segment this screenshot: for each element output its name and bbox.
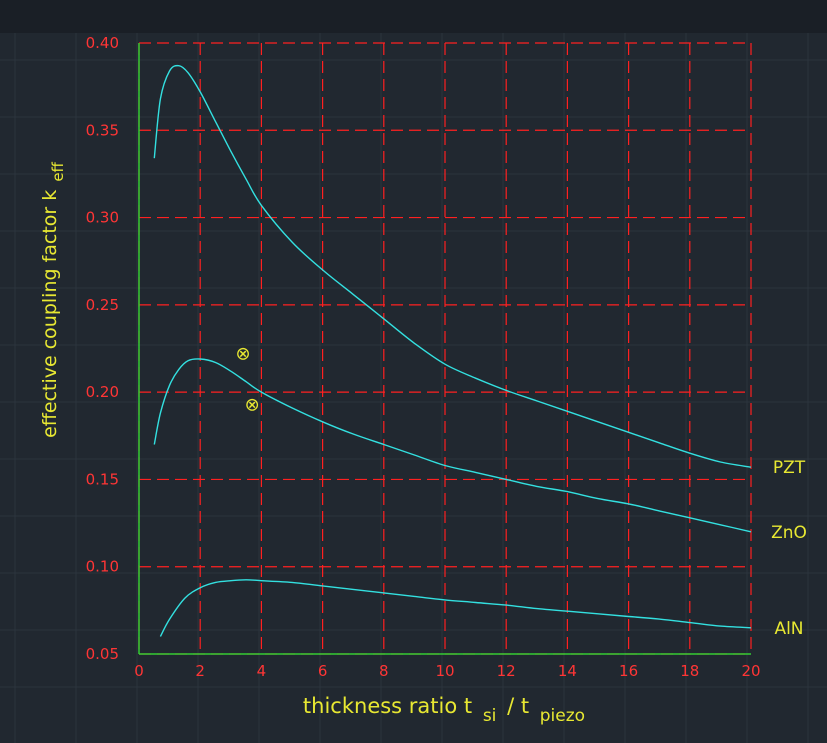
series-label-zno: ZnO — [771, 523, 807, 543]
series-labels: PZT ZnO AlN — [771, 458, 807, 639]
marker-circle-cross: ⊗ — [235, 344, 250, 365]
x-axis-title: thickness ratio t si / t piezo — [303, 694, 585, 726]
y-axis-title-main: effective coupling factor k — [39, 190, 61, 438]
tick-labels: 0 2 4 6 8 10 12 14 16 18 20 0.05 0.10 0.15 0.20 0.25 0.3… — [86, 34, 761, 680]
x-tick-label: 2 — [195, 662, 205, 680]
x-axis-title-sub1: si — [483, 706, 497, 726]
markers: ⊗⊗ — [235, 344, 259, 416]
y-tick-label: 0.40 — [86, 34, 119, 52]
x-tick-label: 18 — [680, 662, 699, 680]
series-label-aln: AlN — [774, 619, 803, 639]
x-tick-label: 20 — [741, 662, 760, 680]
x-tick-label: 0 — [134, 662, 144, 680]
series-line-pzt — [153, 64, 752, 468]
y-tick-label: 0.30 — [86, 209, 119, 227]
x-axis-title-sep: / t — [507, 694, 529, 718]
marker-circle-cross: ⊗ — [245, 394, 260, 415]
x-tick-label: 10 — [435, 662, 454, 680]
top-bar — [0, 0, 827, 33]
series-line-aln — [159, 579, 752, 637]
y-tick-label: 0.05 — [86, 645, 119, 663]
x-tick-label: 6 — [318, 662, 328, 680]
series-line-zno — [153, 358, 752, 533]
x-axis-title-main: thickness ratio t — [303, 694, 472, 718]
x-tick-label: 4 — [257, 662, 267, 680]
x-tick-label: 14 — [558, 662, 577, 680]
y-tick-label: 0.25 — [86, 296, 119, 314]
y-axis-title-sub: eff — [49, 161, 67, 181]
x-axis-title-sub2: piezo — [540, 706, 585, 726]
y-tick-label: 0.20 — [86, 383, 119, 401]
y-tick-label: 0.10 — [86, 558, 119, 576]
grid — [0, 33, 827, 743]
series-lines — [153, 64, 752, 637]
y-axis-title: effective coupling factor k eff — [39, 161, 67, 437]
x-tick-label: 16 — [619, 662, 638, 680]
x-tick-label: 8 — [379, 662, 389, 680]
y-tick-label: 0.15 — [86, 470, 119, 488]
x-tick-label: 12 — [497, 662, 516, 680]
axes — [138, 43, 751, 655]
y-tick-label: 0.35 — [86, 121, 119, 139]
series-label-pzt: PZT — [773, 458, 806, 478]
